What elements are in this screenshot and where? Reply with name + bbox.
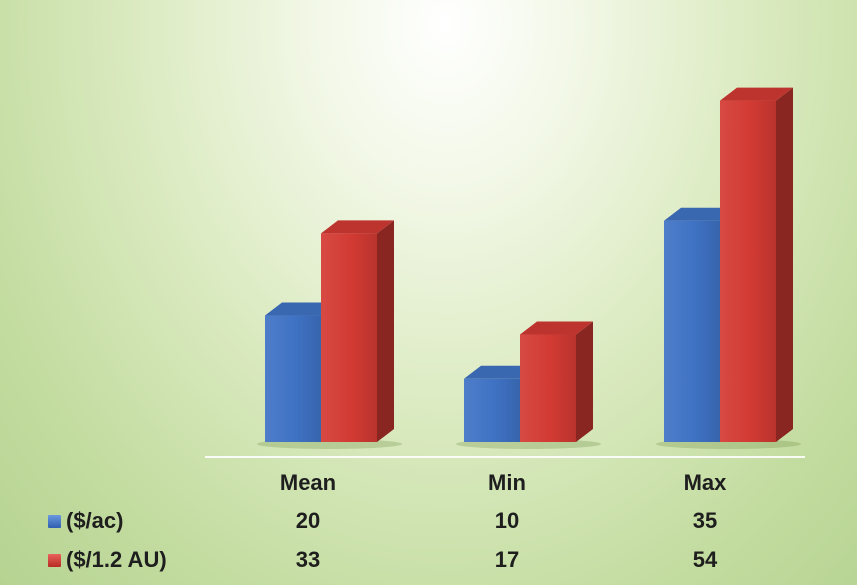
bar-front-face bbox=[265, 315, 321, 442]
bar-front-face bbox=[720, 100, 776, 442]
legend-row-per-au: ($/1.2 AU) bbox=[48, 546, 167, 574]
bar-top-face bbox=[520, 321, 593, 335]
legend-key-per-au bbox=[48, 553, 61, 567]
bar-side-face bbox=[576, 321, 593, 442]
bar-front-face bbox=[520, 334, 576, 442]
legend-key-per-acre bbox=[48, 514, 61, 528]
legend-label-per-au: ($/1.2 AU) bbox=[66, 547, 167, 572]
legend-row-per-acre: ($/ac) bbox=[48, 507, 123, 535]
bar-per-au-min bbox=[520, 321, 593, 442]
category-label-max: Max bbox=[683, 470, 727, 495]
bar-front-face bbox=[464, 378, 520, 442]
table-value-per-au-max: 54 bbox=[692, 547, 718, 572]
category-label-min: Min bbox=[488, 470, 526, 495]
bar-side-face bbox=[377, 220, 394, 442]
bar-front-face bbox=[321, 233, 377, 442]
bar-top-face bbox=[265, 302, 338, 316]
bar-per-au-mean bbox=[321, 220, 394, 442]
table-value-per-au-mean: 33 bbox=[295, 547, 321, 572]
bar-per-au-max bbox=[720, 87, 793, 442]
bar-top-face bbox=[321, 220, 394, 234]
table-value-per-au-min: 17 bbox=[494, 547, 520, 572]
bar-top-face bbox=[720, 87, 793, 101]
table-value-per-acre-min: 10 bbox=[494, 508, 520, 533]
bar-top-face bbox=[464, 365, 537, 379]
table-value-per-acre-mean: 20 bbox=[295, 508, 321, 533]
bar-top-face bbox=[664, 207, 737, 221]
legend-label-per-acre: ($/ac) bbox=[66, 508, 124, 533]
bar-side-face bbox=[776, 87, 793, 442]
bar-front-face bbox=[664, 220, 720, 442]
category-label-mean: Mean bbox=[279, 470, 337, 495]
table-value-per-acre-max: 35 bbox=[692, 508, 718, 533]
